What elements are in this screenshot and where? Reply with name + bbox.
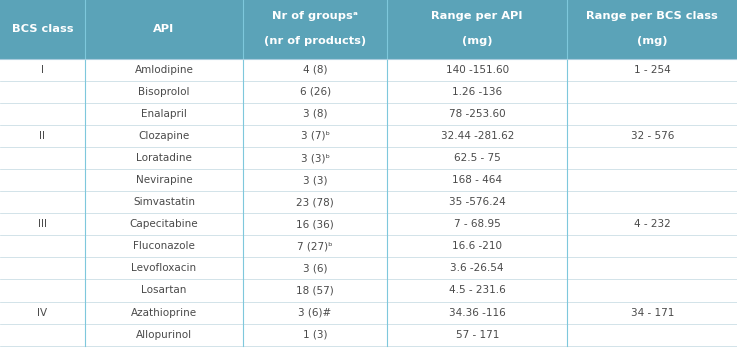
Bar xyxy=(0,81,737,103)
Text: Nevirapine: Nevirapine xyxy=(136,175,192,185)
Text: Simvastatin: Simvastatin xyxy=(133,197,195,207)
Text: Fluconazole: Fluconazole xyxy=(133,241,195,251)
Text: Clozapine: Clozapine xyxy=(139,131,189,141)
Text: 7 (27)ᵇ: 7 (27)ᵇ xyxy=(297,241,333,251)
Text: 32.44 -281.62: 32.44 -281.62 xyxy=(441,131,514,141)
Text: 62.5 - 75: 62.5 - 75 xyxy=(454,153,500,163)
Text: 32 - 576: 32 - 576 xyxy=(631,131,674,141)
Text: II: II xyxy=(39,131,46,141)
Text: 168 - 464: 168 - 464 xyxy=(453,175,502,185)
Text: Levofloxacin: Levofloxacin xyxy=(131,263,197,273)
Text: 57 - 171: 57 - 171 xyxy=(455,330,499,340)
Text: Range per API: Range per API xyxy=(431,11,523,21)
Bar xyxy=(0,257,737,279)
Text: 7 - 68.95: 7 - 68.95 xyxy=(454,219,500,229)
Text: BCS class: BCS class xyxy=(12,24,73,35)
Text: 3 (3): 3 (3) xyxy=(303,175,327,185)
Text: I: I xyxy=(41,65,44,75)
Text: Nr of groupsᵃ: Nr of groupsᵃ xyxy=(272,11,358,21)
Bar xyxy=(0,0,737,59)
Text: IV: IV xyxy=(38,308,47,318)
Bar xyxy=(0,147,737,169)
Text: 1.26 -136: 1.26 -136 xyxy=(452,87,503,97)
Text: (nr of products): (nr of products) xyxy=(264,36,366,46)
Text: 78 -253.60: 78 -253.60 xyxy=(449,109,506,119)
Bar xyxy=(0,59,737,81)
Text: Range per BCS class: Range per BCS class xyxy=(587,11,718,21)
Text: 3 (8): 3 (8) xyxy=(303,109,327,119)
Bar xyxy=(0,191,737,213)
Bar xyxy=(0,279,737,302)
Bar xyxy=(0,302,737,324)
Text: (mg): (mg) xyxy=(637,36,668,46)
Text: 23 (78): 23 (78) xyxy=(296,197,334,207)
Text: Capecitabine: Capecitabine xyxy=(130,219,198,229)
Text: Azathioprine: Azathioprine xyxy=(131,308,197,318)
Bar xyxy=(0,125,737,147)
Text: 4 (8): 4 (8) xyxy=(303,65,327,75)
Text: 16.6 -210: 16.6 -210 xyxy=(453,241,502,251)
Text: 3 (3)ᵇ: 3 (3)ᵇ xyxy=(301,153,329,163)
Text: 1 - 254: 1 - 254 xyxy=(634,65,671,75)
Text: API: API xyxy=(153,24,175,35)
Text: 3.6 -26.54: 3.6 -26.54 xyxy=(450,263,504,273)
Text: 35 -576.24: 35 -576.24 xyxy=(449,197,506,207)
Text: 16 (36): 16 (36) xyxy=(296,219,334,229)
Text: (mg): (mg) xyxy=(462,36,492,46)
Bar xyxy=(0,235,737,257)
Bar xyxy=(0,103,737,125)
Text: 1 (3): 1 (3) xyxy=(303,330,327,340)
Text: Amlodipine: Amlodipine xyxy=(135,65,193,75)
Text: 4 - 232: 4 - 232 xyxy=(634,219,671,229)
Text: Bisoprolol: Bisoprolol xyxy=(139,87,189,97)
Text: Allopurinol: Allopurinol xyxy=(136,330,192,340)
Text: 140 -151.60: 140 -151.60 xyxy=(446,65,509,75)
Text: 3 (6): 3 (6) xyxy=(303,263,327,273)
Text: 6 (26): 6 (26) xyxy=(299,87,331,97)
Bar xyxy=(0,169,737,191)
Text: Enalapril: Enalapril xyxy=(141,109,187,119)
Text: 3 (7)ᵇ: 3 (7)ᵇ xyxy=(301,131,329,141)
Text: 3 (6)#: 3 (6)# xyxy=(298,308,332,318)
Bar xyxy=(0,324,737,346)
Text: Losartan: Losartan xyxy=(142,286,186,295)
Text: 18 (57): 18 (57) xyxy=(296,286,334,295)
Text: 34 - 171: 34 - 171 xyxy=(631,308,674,318)
Text: 4.5 - 231.6: 4.5 - 231.6 xyxy=(449,286,506,295)
Text: III: III xyxy=(38,219,47,229)
Text: Loratadine: Loratadine xyxy=(136,153,192,163)
Bar xyxy=(0,213,737,235)
Text: 34.36 -116: 34.36 -116 xyxy=(449,308,506,318)
